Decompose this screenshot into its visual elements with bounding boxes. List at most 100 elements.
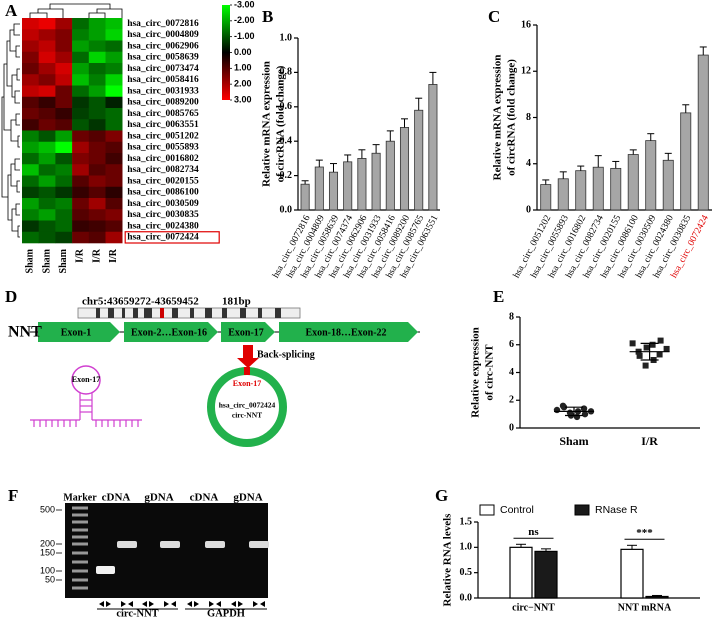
- heatmap-cell: [88, 29, 106, 41]
- length: 181bp: [222, 296, 251, 308]
- heatmap-cell: [38, 220, 56, 233]
- bar: [509, 546, 533, 599]
- primer-arrow: [216, 601, 221, 607]
- panel-label: F: [8, 486, 18, 505]
- bar: [371, 152, 381, 211]
- heatmap-cell: [88, 96, 106, 109]
- column-label: Sham: [25, 248, 36, 273]
- bar: [662, 159, 674, 211]
- ladder-label: 50: [45, 574, 55, 584]
- circ-name: circ-NNT: [232, 411, 262, 420]
- heatmap-cell: [72, 209, 90, 221]
- bar: [343, 161, 353, 211]
- heatmap-cell: [38, 108, 56, 120]
- hairpin-exon: Exon-17: [72, 375, 100, 384]
- bar: [414, 109, 424, 211]
- bar: [540, 184, 552, 211]
- row-label: hsa_circ_0020155: [127, 176, 199, 186]
- exon-label: Exon-17: [228, 327, 264, 338]
- panel-label: D: [5, 287, 17, 306]
- heatmap-cell: [22, 186, 39, 199]
- dot: [629, 340, 636, 347]
- heatmap-cell: [55, 130, 73, 143]
- heatmap-cell: [72, 18, 90, 30]
- row-label: hsa_circ_0055893: [127, 143, 199, 153]
- heatmap-cell: [72, 130, 90, 143]
- primer-arrow: [99, 601, 104, 607]
- annotation: ***: [636, 527, 653, 539]
- heatmap-cell: [88, 40, 106, 53]
- heatmap-cell: [105, 40, 123, 53]
- primer-arrow: [164, 601, 169, 607]
- legend-label: Control: [500, 504, 534, 516]
- y-tick-label: 0: [509, 422, 514, 433]
- hairpin-loop: [71, 365, 101, 395]
- heatmap-cell: [55, 220, 73, 233]
- dot: [581, 410, 589, 418]
- column-dendrogram: [29, 3, 123, 18]
- heatmap-cell: [88, 198, 106, 210]
- colorbar-label: 0.00: [234, 47, 252, 57]
- primer-arrow: [253, 601, 258, 607]
- x-tick-label: Sham: [559, 434, 588, 448]
- heatmap-cell: [72, 198, 90, 210]
- group-label: GAPDH: [207, 608, 245, 619]
- heatmap-cell: [38, 186, 56, 199]
- y-tick-label: 0.6: [280, 101, 293, 112]
- bar: [385, 140, 395, 211]
- dot: [642, 362, 649, 369]
- y-tick-label: 0.0: [460, 592, 473, 603]
- panel-label: A: [5, 1, 18, 20]
- row-label: hsa_circ_0030509: [127, 199, 199, 209]
- heatmap-cell: [22, 18, 39, 30]
- exon-label: Exon-18…Exon-22: [305, 327, 386, 338]
- panel-label: C: [488, 7, 500, 26]
- y-axis-label: of circRNA (fold change): [275, 65, 287, 182]
- heatmap-cell: [88, 220, 106, 233]
- bar: [627, 154, 639, 211]
- heatmap-cell: [55, 231, 73, 244]
- ladder-label: 150: [40, 547, 55, 557]
- heatmap-cell: [38, 119, 56, 131]
- legend-swatch: [479, 504, 495, 516]
- ladder-band: [72, 578, 88, 582]
- heatmap-cell: [88, 63, 106, 75]
- circle-exon: Exon-17: [233, 379, 261, 388]
- heatmap-cell: [105, 130, 123, 143]
- primer-arrow: [187, 601, 192, 607]
- group-label: circ-NNT: [116, 608, 158, 619]
- dot: [559, 402, 567, 409]
- heatmap-cell: [105, 96, 123, 109]
- gene-diagram: chr5:43659272-43659452 181bp NNT Exon-1 …: [8, 296, 420, 447]
- gel: Marker: [63, 492, 268, 598]
- heatmap-cell: [105, 141, 123, 154]
- primer-arrow: [106, 601, 111, 607]
- bar: [680, 112, 692, 211]
- primer-arrow: [171, 601, 176, 607]
- heatmap-cell: [55, 209, 73, 221]
- colorbar-label: -3.00: [234, 0, 255, 9]
- y-tick-label: 8: [526, 112, 531, 123]
- heatmap-cell: [88, 209, 106, 221]
- heatmap-cell: [72, 29, 90, 41]
- bar: [428, 84, 438, 211]
- bar: [575, 170, 587, 211]
- heatmap-cell: [22, 108, 39, 120]
- back-splicing-arrow: [237, 345, 259, 368]
- heatmap-cell: [105, 108, 123, 120]
- ladder-label: 500: [40, 504, 55, 514]
- lane-label: cDNA: [102, 492, 131, 504]
- heatmap-cell: [38, 198, 56, 210]
- gene-name: NNT: [8, 324, 42, 341]
- heatmap-cell: [72, 119, 90, 131]
- dot: [663, 345, 670, 352]
- heatmap-cell: [22, 29, 39, 41]
- heatmap-cell: [38, 85, 56, 98]
- heatmap-cell: [105, 63, 123, 75]
- bar: [697, 54, 709, 211]
- panel-label: E: [493, 287, 504, 306]
- bar: [314, 166, 324, 211]
- dot: [573, 413, 581, 421]
- heatmap-cell: [72, 63, 90, 75]
- heatmap-cell: [55, 175, 73, 188]
